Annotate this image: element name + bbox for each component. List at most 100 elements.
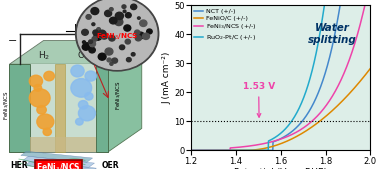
- Circle shape: [131, 53, 135, 56]
- Circle shape: [119, 45, 125, 50]
- NCT (+/-): [299, 121, 304, 123]
- Circle shape: [29, 75, 42, 87]
- Text: HER: HER: [10, 161, 28, 169]
- Circle shape: [97, 28, 101, 31]
- FeNiO/C (+/-): [294, 136, 299, 138]
- Circle shape: [92, 37, 97, 41]
- Circle shape: [79, 106, 95, 121]
- Polygon shape: [9, 41, 142, 64]
- Circle shape: [125, 39, 130, 44]
- Circle shape: [115, 12, 124, 20]
- Polygon shape: [96, 64, 108, 152]
- Text: O$_2$: O$_2$: [77, 50, 90, 62]
- NCT (+/-): [200, 149, 204, 151]
- RuO$_2$-Pt/C (+/-): [294, 112, 299, 114]
- Polygon shape: [55, 64, 65, 152]
- Circle shape: [101, 33, 108, 39]
- Circle shape: [127, 58, 131, 62]
- Polygon shape: [9, 64, 30, 152]
- Text: I: I: [74, 24, 77, 34]
- Circle shape: [98, 30, 106, 37]
- FeNiO/C (+/-): [200, 149, 204, 151]
- NCT (+/-): [370, 4, 375, 6]
- RuO$_2$-Pt/C (+/-): [327, 4, 331, 6]
- Circle shape: [138, 17, 140, 19]
- Polygon shape: [23, 156, 94, 167]
- Circle shape: [131, 4, 137, 10]
- Circle shape: [137, 32, 144, 39]
- RuO$_2$-Pt/C (+/-): [322, 4, 327, 6]
- RuO$_2$-Pt/C (+/-): [299, 103, 304, 105]
- Polygon shape: [30, 137, 96, 152]
- Circle shape: [71, 65, 84, 77]
- FeNiO/C (+/-): [370, 64, 375, 66]
- Circle shape: [140, 20, 147, 27]
- Text: FeNi$_3$/NCS: FeNi$_3$/NCS: [96, 32, 138, 42]
- Text: OER: OER: [102, 161, 120, 169]
- Text: FeNi$_3$/NCS: FeNi$_3$/NCS: [36, 162, 81, 169]
- Polygon shape: [25, 161, 96, 169]
- FeNiO/C (+/-): [345, 95, 350, 97]
- Circle shape: [89, 47, 95, 53]
- Text: FeNi$_3$/NCS: FeNi$_3$/NCS: [2, 90, 11, 120]
- Text: FeNi$_3$/NCS: FeNi$_3$/NCS: [114, 80, 122, 110]
- Polygon shape: [30, 64, 96, 152]
- Y-axis label: J (mA cm⁻²): J (mA cm⁻²): [162, 52, 171, 104]
- RuO$_2$-Pt/C (+/-): [304, 88, 309, 90]
- Circle shape: [84, 43, 90, 48]
- Polygon shape: [108, 41, 142, 152]
- Circle shape: [37, 106, 46, 114]
- Line: NCT (+/-): NCT (+/-): [191, 5, 373, 150]
- Circle shape: [44, 71, 54, 81]
- Circle shape: [110, 8, 113, 11]
- FeNi$_3$/NCS (+/-): [294, 131, 299, 133]
- Circle shape: [76, 118, 83, 125]
- Circle shape: [125, 13, 131, 18]
- FeNi$_3$/NCS (+/-): [299, 128, 304, 130]
- FeNiO/C (+/-): [299, 133, 304, 135]
- Circle shape: [115, 18, 123, 26]
- Polygon shape: [9, 64, 108, 152]
- RuO$_2$-Pt/C (+/-): [345, 4, 350, 6]
- Circle shape: [143, 33, 149, 39]
- Line: FeNi$_3$/NCS (+/-): FeNi$_3$/NCS (+/-): [191, 5, 373, 150]
- Line: RuO$_2$-Pt/C (+/-): RuO$_2$-Pt/C (+/-): [191, 5, 373, 150]
- Circle shape: [92, 23, 95, 26]
- Circle shape: [89, 40, 93, 43]
- Circle shape: [77, 0, 157, 69]
- Circle shape: [95, 32, 100, 37]
- FeNiO/C (+/-): [189, 149, 193, 151]
- NCT (+/-): [345, 4, 350, 6]
- RuO$_2$-Pt/C (+/-): [370, 4, 375, 6]
- Circle shape: [135, 30, 140, 35]
- NCT (+/-): [338, 4, 342, 6]
- Circle shape: [107, 58, 111, 62]
- Circle shape: [85, 93, 93, 100]
- Circle shape: [110, 17, 117, 24]
- FancyBboxPatch shape: [35, 160, 82, 169]
- FeNi$_3$/NCS (+/-): [200, 149, 204, 151]
- Circle shape: [82, 29, 88, 35]
- FeNiO/C (+/-): [327, 113, 331, 115]
- Text: +: +: [103, 42, 112, 52]
- NCT (+/-): [189, 149, 193, 151]
- FeNi$_3$/NCS (+/-): [189, 149, 193, 151]
- Circle shape: [34, 84, 42, 91]
- Circle shape: [37, 114, 54, 129]
- Circle shape: [86, 15, 91, 19]
- RuO$_2$-Pt/C (+/-): [189, 149, 193, 151]
- Circle shape: [76, 0, 159, 71]
- Circle shape: [82, 41, 85, 43]
- Text: Water
splitting: Water splitting: [308, 23, 357, 45]
- Polygon shape: [21, 151, 93, 162]
- Text: 1.53 V: 1.53 V: [243, 82, 275, 117]
- Circle shape: [94, 33, 102, 40]
- Circle shape: [90, 41, 95, 45]
- Circle shape: [82, 44, 90, 50]
- Circle shape: [147, 29, 152, 34]
- Circle shape: [98, 53, 106, 60]
- Circle shape: [99, 32, 106, 39]
- Text: H$_2$: H$_2$: [38, 50, 51, 62]
- Legend: NCT (+/-), FeNiO/C (+/-), FeNi$_3$/NCS (+/-), RuO$_2$-Pt/C (+/-): NCT (+/-), FeNiO/C (+/-), FeNi$_3$/NCS (…: [193, 7, 258, 43]
- Circle shape: [93, 30, 99, 35]
